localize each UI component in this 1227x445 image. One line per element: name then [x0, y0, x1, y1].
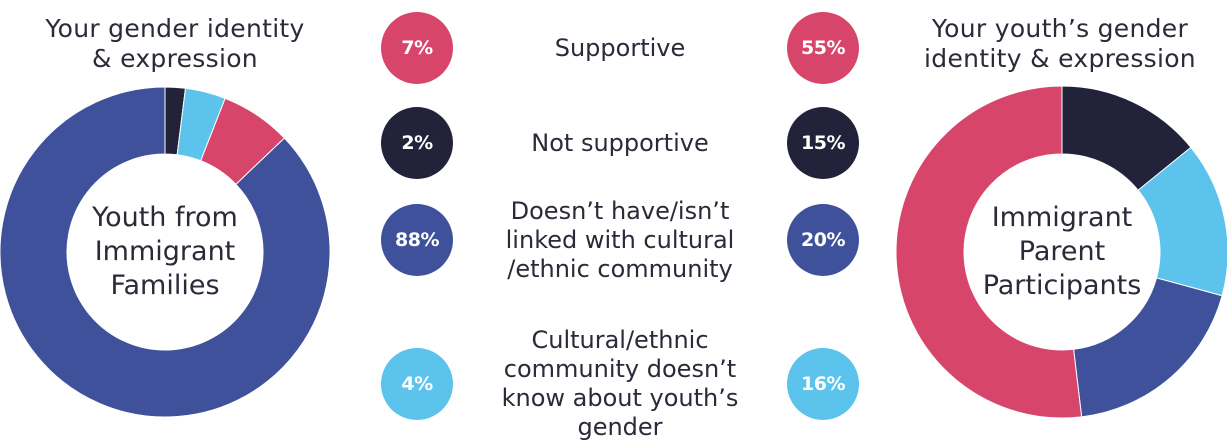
left-value-badge: 7%	[381, 12, 453, 84]
right-value-badge: 55%	[787, 12, 859, 84]
legend-label-line: /ethnic community	[507, 254, 733, 283]
left-chart-title-line: & expression	[92, 44, 258, 73]
legend-label-line: community doesn’t	[503, 355, 737, 383]
center-label-line: Immigrant	[991, 202, 1133, 233]
legend-label-line: Not supportive	[531, 128, 709, 157]
left-value-badge: 4%	[381, 348, 453, 420]
legend-label-line: Cultural/ethnic	[531, 326, 709, 354]
center-label-line: Participants	[982, 270, 1142, 301]
left-slice-doesn-t-have-isn-t-linked-with-cultural-ethnic-community	[0, 86, 331, 418]
right-chart-title-line: Your youth’s gender	[931, 14, 1189, 43]
legend-label-line: Doesn’t have/isn’t	[510, 196, 730, 225]
right-donut-center-label: Immigrant Parent Participants	[962, 197, 1162, 307]
center-label-line: Youth from	[92, 202, 238, 233]
right-value-badge: 15%	[787, 107, 859, 179]
right-value-badge: 16%	[787, 348, 859, 420]
left-donut-chart	[0, 86, 331, 418]
center-label-line: Families	[110, 270, 220, 301]
right-chart-title-line: identity & expression	[924, 44, 1196, 73]
legend-label-line: know about youth’s	[501, 384, 739, 412]
right-donut-chart	[895, 85, 1227, 419]
legend-label-line: linked with cultural	[505, 225, 735, 254]
right-value-badge: 20%	[787, 204, 859, 276]
legend-label-line: Supportive	[554, 33, 686, 62]
legend-label: Not supportive	[460, 129, 780, 158]
center-label-line: Immigrant	[94, 236, 236, 267]
left-chart-title: Your gender identity & expression	[20, 14, 330, 74]
legend-label: Doesn’t have/isn’t linked with cultural/e…	[460, 197, 780, 284]
right-chart-title: Your youth’s gender identity & expressio…	[900, 14, 1220, 74]
left-value-badge: 2%	[381, 107, 453, 179]
legend-label: Supportive	[460, 34, 780, 63]
right-slice-supportive	[895, 85, 1083, 419]
center-label-line: Parent	[1018, 236, 1106, 267]
left-chart-title-line: Your gender identity	[45, 14, 305, 43]
left-donut-center-label: Youth from Immigrant Families	[65, 197, 265, 307]
left-value-badge: 88%	[381, 204, 453, 276]
legend-label: Cultural/ethnic community doesn’t know abo…	[460, 326, 780, 442]
legend-label-line: gender	[577, 413, 663, 441]
